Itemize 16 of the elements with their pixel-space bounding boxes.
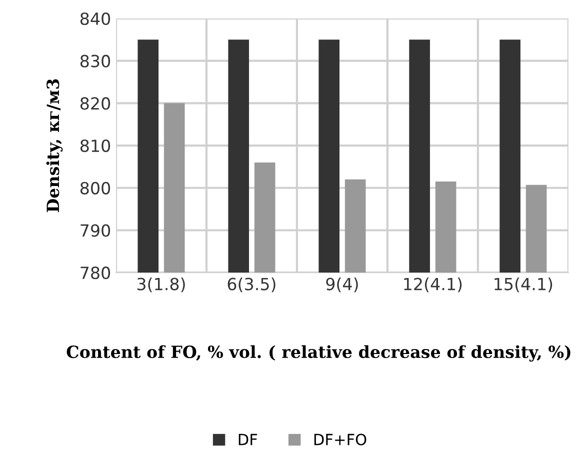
legend-label: DF+FO [314,434,366,446]
y-axis-title: Density, кг/м3 [46,79,63,212]
x-tick-label: 12(4.1) [404,277,462,292]
x-axis-title: Content of FO, % vol. ( relative decrease of density, %) [66,345,570,362]
x-tick-label: 9(4) [326,277,358,292]
legend-label: DF [238,434,258,446]
y-tick-label: 840 [80,12,110,26]
x-tick-label: 6(3.5) [228,277,276,292]
y-tick-label: 780 [80,266,110,280]
y-tick-label: 790 [80,224,110,237]
y-tick-label: 800 [80,182,110,194]
y-tick-label: 810 [80,139,110,152]
y-tick-label: 830 [80,54,110,68]
x-tick-label: 3(1.8) [137,277,185,292]
x-tick-label: 15(4.1) [494,277,552,292]
y-tick-label: 820 [80,97,110,110]
